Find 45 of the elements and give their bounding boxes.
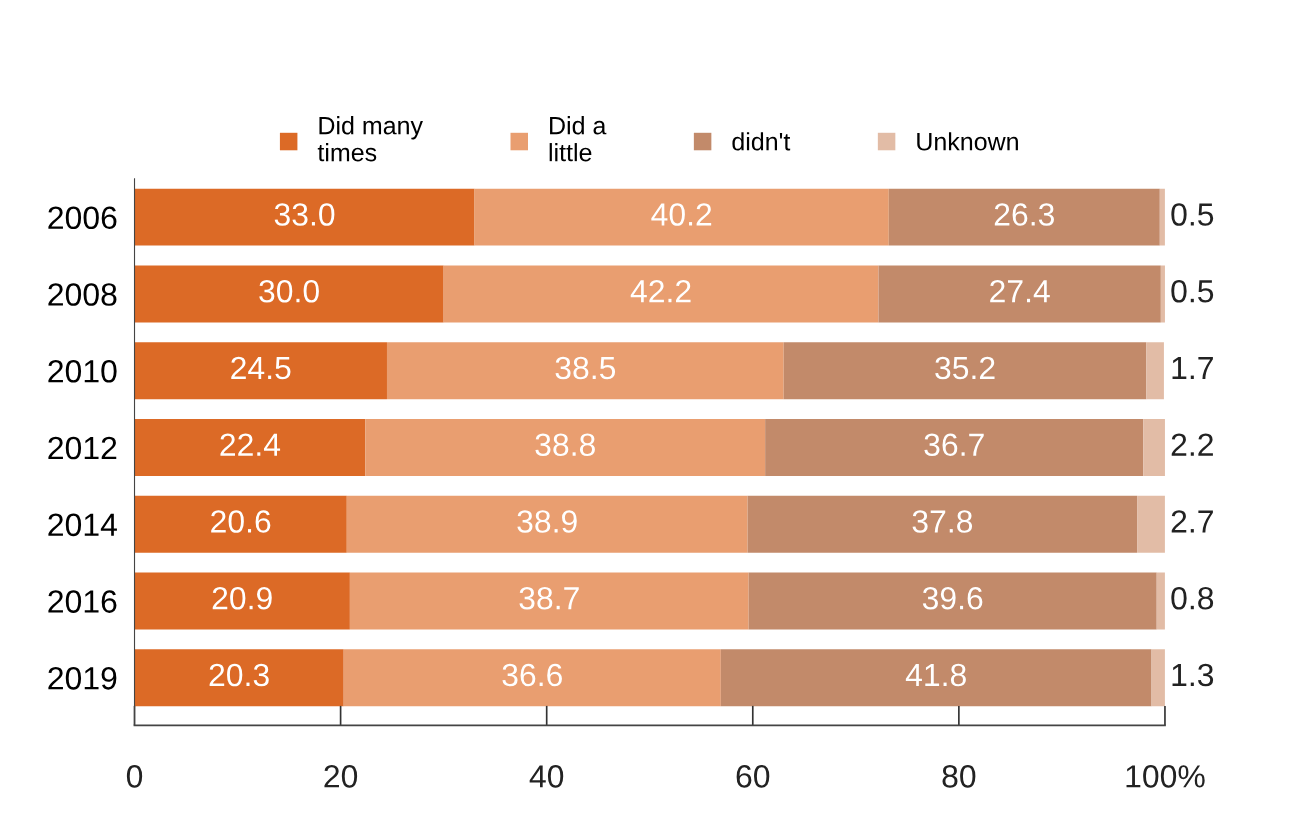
data-label: 1.3 [1172,663,1214,687]
x-tick-label: 0 [126,765,143,788]
data-label: 36.7 [924,433,984,457]
data-label: 40.2 [651,203,712,226]
data-label: 38.5 [555,356,616,380]
data-label: 36.6 [502,663,562,687]
legend-label: Did many times [317,116,423,162]
data-label: 26.3 [994,203,1054,226]
y-tick-label: 2006 [48,206,117,230]
data-label: 22.4 [220,433,281,456]
y-tick-label: 2016 [48,590,117,613]
data-label: 38.9 [517,510,577,533]
data-label: 20.3 [209,663,269,687]
x-tick-label: 20 [324,765,358,788]
data-label: 38.7 [519,586,579,610]
data-label: 30.0 [259,279,319,303]
y-tick-label: 2019 [48,667,117,690]
data-label: 2.2 [1171,433,1213,456]
data-label: 1.7 [1172,357,1213,379]
data-label: 0.8 [1171,586,1214,610]
data-label: 20.9 [212,586,272,610]
data-label: 39.6 [922,586,983,610]
x-tick-label: 100% [1126,765,1205,788]
data-label: 27.4 [990,279,1050,303]
legend-label: Unknown [917,132,1018,151]
y-tick-label: 2012 [48,436,117,460]
data-label: 24.5 [231,356,291,380]
y-tick-label: 2008 [48,283,117,306]
data-label: 38.8 [535,433,595,457]
legend-label: Did a little [549,116,607,162]
data-label: 35.2 [935,356,995,380]
x-tick-label: 60 [736,765,770,788]
x-tick-label: 80 [942,765,976,788]
data-label: 20.6 [211,510,271,533]
data-label: 0.5 [1171,279,1214,303]
data-label: 0.5 [1171,203,1214,226]
data-label: 37.8 [912,510,973,533]
data-label: 41.8 [905,663,966,687]
data-label: 42.2 [630,279,691,303]
y-tick-label: 2014 [48,513,117,537]
y-tick-label: 2010 [48,360,117,383]
data-label: 2.7 [1171,510,1213,533]
x-tick-label: 40 [529,765,564,788]
data-label: 33.0 [274,203,335,226]
legend-label: didn't [732,132,791,151]
